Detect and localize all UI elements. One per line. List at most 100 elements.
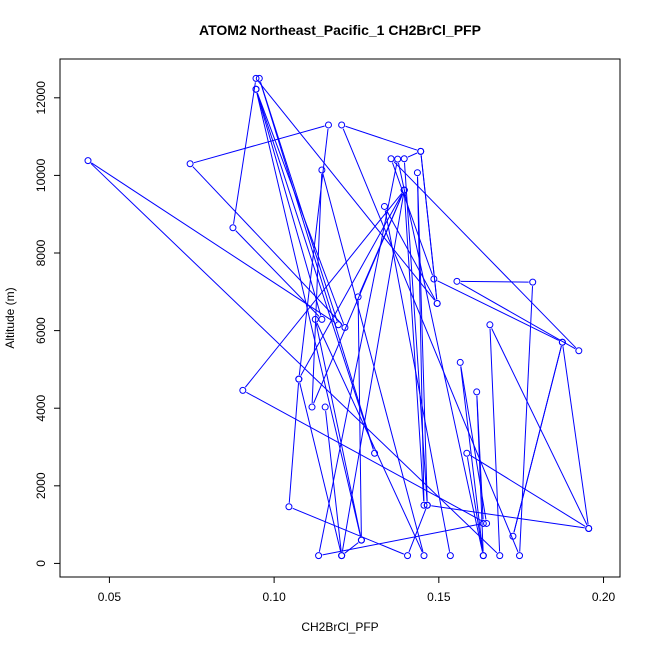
y-tick-label: 10000 [34, 158, 48, 192]
series-segment [260, 82, 338, 322]
series-segment [258, 81, 436, 301]
data-point [420, 501, 428, 509]
data-point [423, 501, 431, 509]
series-segment [341, 194, 405, 552]
series-segment [300, 193, 403, 376]
y-axis-label: Altitude (m) [3, 287, 17, 348]
series-segment [393, 161, 577, 349]
x-axis: 0.05 0.10 0.15 0.20 [98, 576, 616, 604]
data-point [321, 403, 329, 411]
data-point [252, 74, 260, 82]
series-segment [469, 454, 586, 527]
series-segment [391, 162, 434, 276]
data-point [338, 121, 346, 129]
data-point [473, 388, 481, 396]
series-segment [420, 155, 438, 300]
series-segment [562, 346, 589, 525]
data-point [420, 552, 428, 560]
data-point [413, 169, 421, 177]
series-segment [513, 346, 562, 533]
data-point [229, 224, 237, 232]
data-point [433, 299, 441, 307]
series-lines [90, 81, 589, 556]
series-segment [192, 166, 343, 325]
data-point [400, 186, 408, 194]
series-segment [322, 173, 424, 552]
data-point [453, 277, 461, 285]
data-point [430, 275, 438, 283]
series-segment [398, 162, 483, 552]
series-segment [460, 282, 576, 350]
data-point [585, 524, 593, 532]
series-segment [403, 194, 425, 502]
data-point [239, 386, 247, 394]
series-segment [256, 92, 322, 316]
series-segment [417, 176, 428, 502]
series-segment [235, 230, 320, 317]
series-segment [244, 192, 403, 388]
data-point [84, 157, 92, 165]
data-point [446, 552, 454, 560]
series-segment [476, 395, 484, 520]
series-segment [193, 125, 325, 164]
series-segment [466, 457, 484, 552]
series-segment [311, 173, 323, 404]
series-segment [91, 162, 336, 324]
chart-title: ATOM2 Northeast_Pacific_1 CH2BrCl_PFP [199, 22, 481, 38]
series-segment [431, 505, 585, 529]
series-segment [407, 152, 418, 158]
series-segment [299, 382, 342, 552]
series-segment [460, 366, 484, 552]
data-point [558, 338, 566, 346]
series-segment [298, 128, 329, 376]
data-point [380, 202, 388, 210]
data-point [371, 449, 379, 457]
series-segment [416, 176, 425, 502]
data-point [463, 449, 471, 457]
data-point [341, 324, 349, 332]
series-segment [292, 507, 405, 555]
series-segment [90, 163, 498, 554]
series-segment [460, 366, 487, 520]
data-point [318, 315, 326, 323]
data-point [338, 552, 346, 560]
series-segment [322, 523, 480, 556]
x-tick-label: 0.10 [262, 590, 286, 604]
series-segment [344, 542, 359, 554]
series-segment [233, 82, 256, 224]
series-segment [259, 82, 374, 450]
data-point [483, 519, 491, 527]
series-segment [256, 92, 374, 450]
series-segment [288, 383, 300, 503]
data-point [295, 375, 303, 383]
data-point [357, 536, 365, 544]
data-point [324, 121, 332, 129]
data-point [486, 321, 494, 329]
series-segment [325, 410, 342, 552]
data-point [255, 74, 263, 82]
y-tick-label: 6000 [34, 317, 48, 344]
series-segment [519, 286, 534, 552]
series-segment [489, 328, 501, 552]
data-point [315, 552, 323, 560]
y-tick-label: 4000 [34, 395, 48, 422]
data-point [575, 347, 583, 355]
y-tick-label: 2000 [34, 472, 48, 499]
data-point [394, 155, 402, 163]
x-tick-label: 0.05 [98, 590, 122, 604]
series-segment [359, 193, 404, 294]
data-point [387, 155, 395, 163]
series-segment [256, 92, 345, 324]
data-point [285, 503, 293, 511]
series-segment [437, 280, 559, 341]
y-tick-label: 0 [34, 560, 48, 567]
data-point [404, 552, 412, 560]
data-point [479, 519, 487, 527]
series-segment [357, 300, 362, 537]
data-point [186, 160, 194, 168]
data-point [496, 552, 504, 560]
series-segment [246, 391, 484, 522]
data-point [252, 85, 260, 93]
data-point [354, 293, 362, 301]
x-tick-label: 0.15 [427, 590, 451, 604]
